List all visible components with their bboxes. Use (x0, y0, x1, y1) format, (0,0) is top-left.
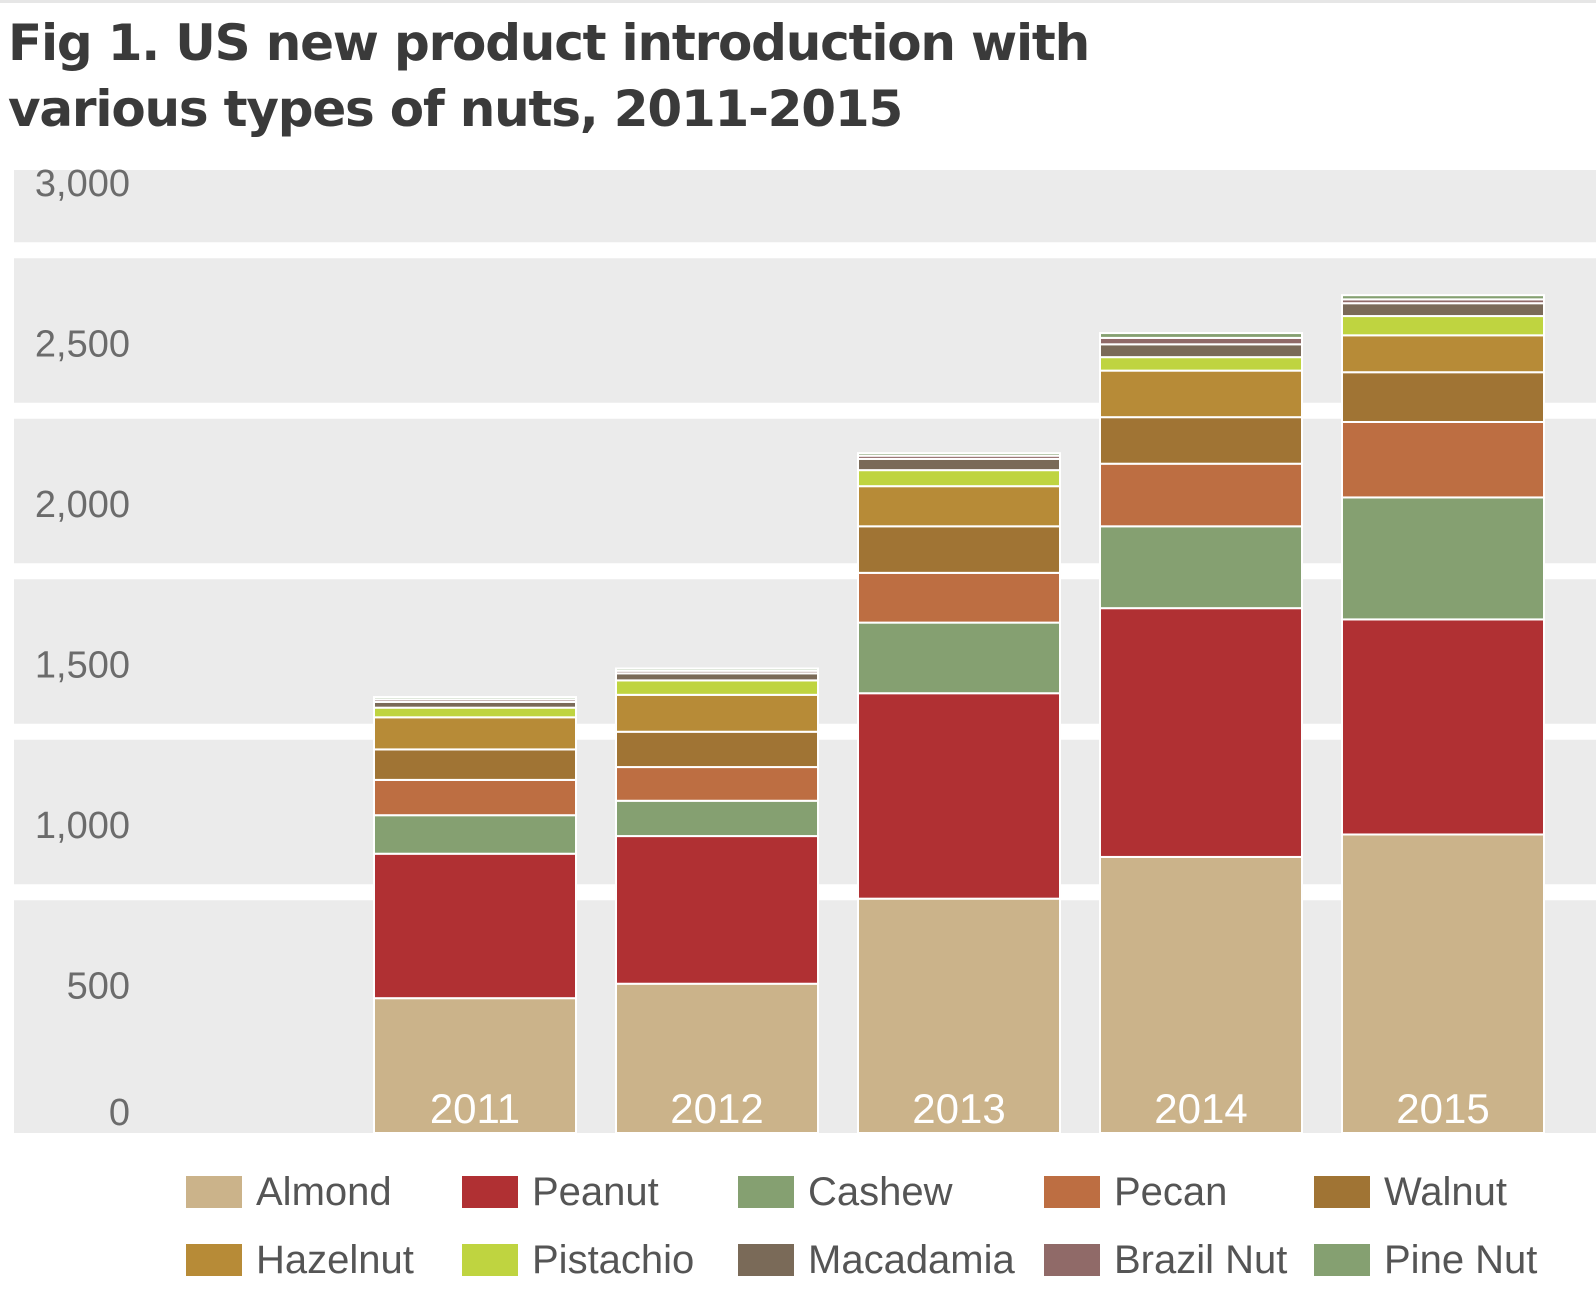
chart-title-line-1: Fig 1. US new product introduction with (8, 14, 1090, 72)
bar-segment-almond-2014 (1099, 855, 1303, 1134)
bar-segment-pecan-2014 (1099, 462, 1303, 528)
chart-title-line-2: various types of nuts, 2011-2015 (8, 80, 903, 138)
bar-segment-cashew-2011 (373, 814, 577, 855)
bar-segment-peanut-2011 (373, 852, 577, 1000)
legend-row-2: Hazelnut Pistachio Macadamia Brazil Nut … (186, 1237, 1586, 1308)
legend-swatch-hazelnut (186, 1244, 242, 1276)
bar-segment-peanut-2013 (857, 692, 1061, 900)
y-tick-label: 500 (67, 966, 130, 1008)
bar-segment-pecan-2011 (373, 778, 577, 817)
legend-label-walnut: Walnut (1384, 1169, 1508, 1214)
legend-item-pistachio: Pistachio (462, 1237, 695, 1282)
bar-segment-peanut-2012 (615, 835, 819, 985)
y-tick-label: 2,000 (35, 484, 130, 526)
bar-segment-pecan-2012 (615, 766, 819, 802)
bar-segment-hazelnut-2013 (857, 485, 1061, 528)
y-tick-label: 3,000 (35, 163, 130, 205)
bar-segment-pine-nut-2014 (1099, 332, 1303, 339)
legend-label-peanut: Peanut (532, 1169, 659, 1214)
legend-label-brazil-nut: Brazil Nut (1114, 1237, 1288, 1282)
bar-segment-pistachio-2012 (615, 679, 819, 696)
legend-label-almond: Almond (256, 1169, 392, 1214)
bar-segment-macadamia-2012 (615, 672, 819, 682)
bar-segment-pecan-2013 (857, 571, 1061, 624)
bar-segment-peanut-2014 (1099, 607, 1303, 858)
bar-segment-pistachio-2011 (373, 706, 577, 719)
grid-band (14, 242, 1596, 259)
legend-item-cashew: Cashew (738, 1169, 953, 1214)
legend-item-pecan: Pecan (1044, 1169, 1228, 1214)
bar-segment-walnut-2011 (373, 748, 577, 781)
legend-swatch-pecan (1044, 1176, 1100, 1208)
legend-label-macadamia: Macadamia (808, 1237, 1015, 1282)
legend-swatch-pistachio (462, 1244, 518, 1276)
bar-segment-macadamia-2015 (1341, 302, 1545, 318)
chart-title: Fig 1. US new product introduction with … (8, 10, 1108, 142)
y-tick-label: 0 (109, 1092, 130, 1134)
x-category-label: 2011 (430, 1085, 520, 1132)
legend-swatch-peanut (462, 1176, 518, 1208)
legend-label-cashew: Cashew (808, 1169, 953, 1214)
bar-segment-walnut-2015 (1341, 371, 1545, 423)
legend-item-walnut: Walnut (1314, 1169, 1508, 1214)
bar-segment-hazelnut-2012 (615, 693, 819, 733)
bar-segment-walnut-2012 (615, 730, 819, 769)
legend-item-macadamia: Macadamia (738, 1237, 1015, 1282)
bar-segment-pine-nut-2013 (857, 452, 1061, 457)
bar-segment-almond-2011 (373, 997, 577, 1134)
legend-row-1: Almond Peanut Cashew Pecan Walnut (186, 1169, 1586, 1240)
bar-segment-cashew-2014 (1099, 525, 1303, 610)
x-category-label: 2012 (670, 1085, 763, 1132)
legend-item-peanut: Peanut (462, 1169, 659, 1214)
bar-segment-pistachio-2015 (1341, 315, 1545, 337)
legend-item-almond: Almond (186, 1169, 392, 1214)
bar-segment-hazelnut-2011 (373, 716, 577, 751)
bar-segment-pine-nut-2011 (373, 696, 577, 701)
legend-label-pecan: Pecan (1114, 1169, 1228, 1214)
y-tick-label: 2,500 (35, 324, 130, 366)
bar-segment-pistachio-2014 (1099, 356, 1303, 372)
bar-segment-peanut-2015 (1341, 618, 1545, 836)
legend-label-pine-nut: Pine Nut (1384, 1237, 1538, 1282)
x-category-label: 2014 (1154, 1085, 1247, 1132)
bar-segment-hazelnut-2015 (1341, 334, 1545, 374)
stacked-bar-chart: 0 500 1,000 1,500 2,000 2,500 3,000 2011 2012 201… (14, 163, 1596, 1134)
legend-swatch-cashew (738, 1176, 794, 1208)
bar-segment-pecan-2015 (1341, 420, 1545, 499)
legend-swatch-walnut (1314, 1176, 1370, 1208)
legend-swatch-pine-nut (1314, 1244, 1370, 1276)
bar-segment-cashew-2015 (1341, 496, 1545, 621)
bar-segment-hazelnut-2014 (1099, 369, 1303, 419)
legend-swatch-macadamia (738, 1244, 794, 1276)
bar-segment-pine-nut-2012 (615, 667, 819, 672)
bar-segment-pine-nut-2015 (1341, 294, 1545, 301)
bar-segment-almond-2013 (857, 897, 1061, 1134)
y-tick-label: 1,000 (35, 805, 130, 847)
bar-segment-cashew-2013 (857, 621, 1061, 695)
legend-item-pine-nut: Pine Nut (1314, 1237, 1538, 1282)
bar-segment-pistachio-2013 (857, 469, 1061, 488)
legend-swatch-almond (186, 1176, 242, 1208)
legend-item-brazil-nut: Brazil Nut (1044, 1237, 1288, 1282)
x-category-label: 2015 (1396, 1085, 1489, 1132)
legend-item-hazelnut: Hazelnut (186, 1237, 414, 1282)
chart-legend: Almond Peanut Cashew Pecan Walnut Hazeln… (186, 1169, 1586, 1308)
top-rule (0, 0, 1596, 3)
bar-segment-macadamia-2014 (1099, 343, 1303, 359)
legend-label-pistachio: Pistachio (532, 1237, 695, 1282)
bar-segment-walnut-2013 (857, 525, 1061, 574)
x-category-label: 2013 (912, 1085, 1005, 1132)
bar-segment-macadamia-2013 (857, 457, 1061, 472)
y-tick-label: 1,500 (35, 645, 130, 687)
bar-segment-almond-2012 (615, 982, 819, 1134)
bar-segment-cashew-2012 (615, 799, 819, 838)
legend-label-hazelnut: Hazelnut (256, 1237, 414, 1282)
bar-segment-almond-2015 (1341, 833, 1545, 1134)
bar-segment-walnut-2014 (1099, 416, 1303, 465)
legend-swatch-brazil-nut (1044, 1244, 1100, 1276)
